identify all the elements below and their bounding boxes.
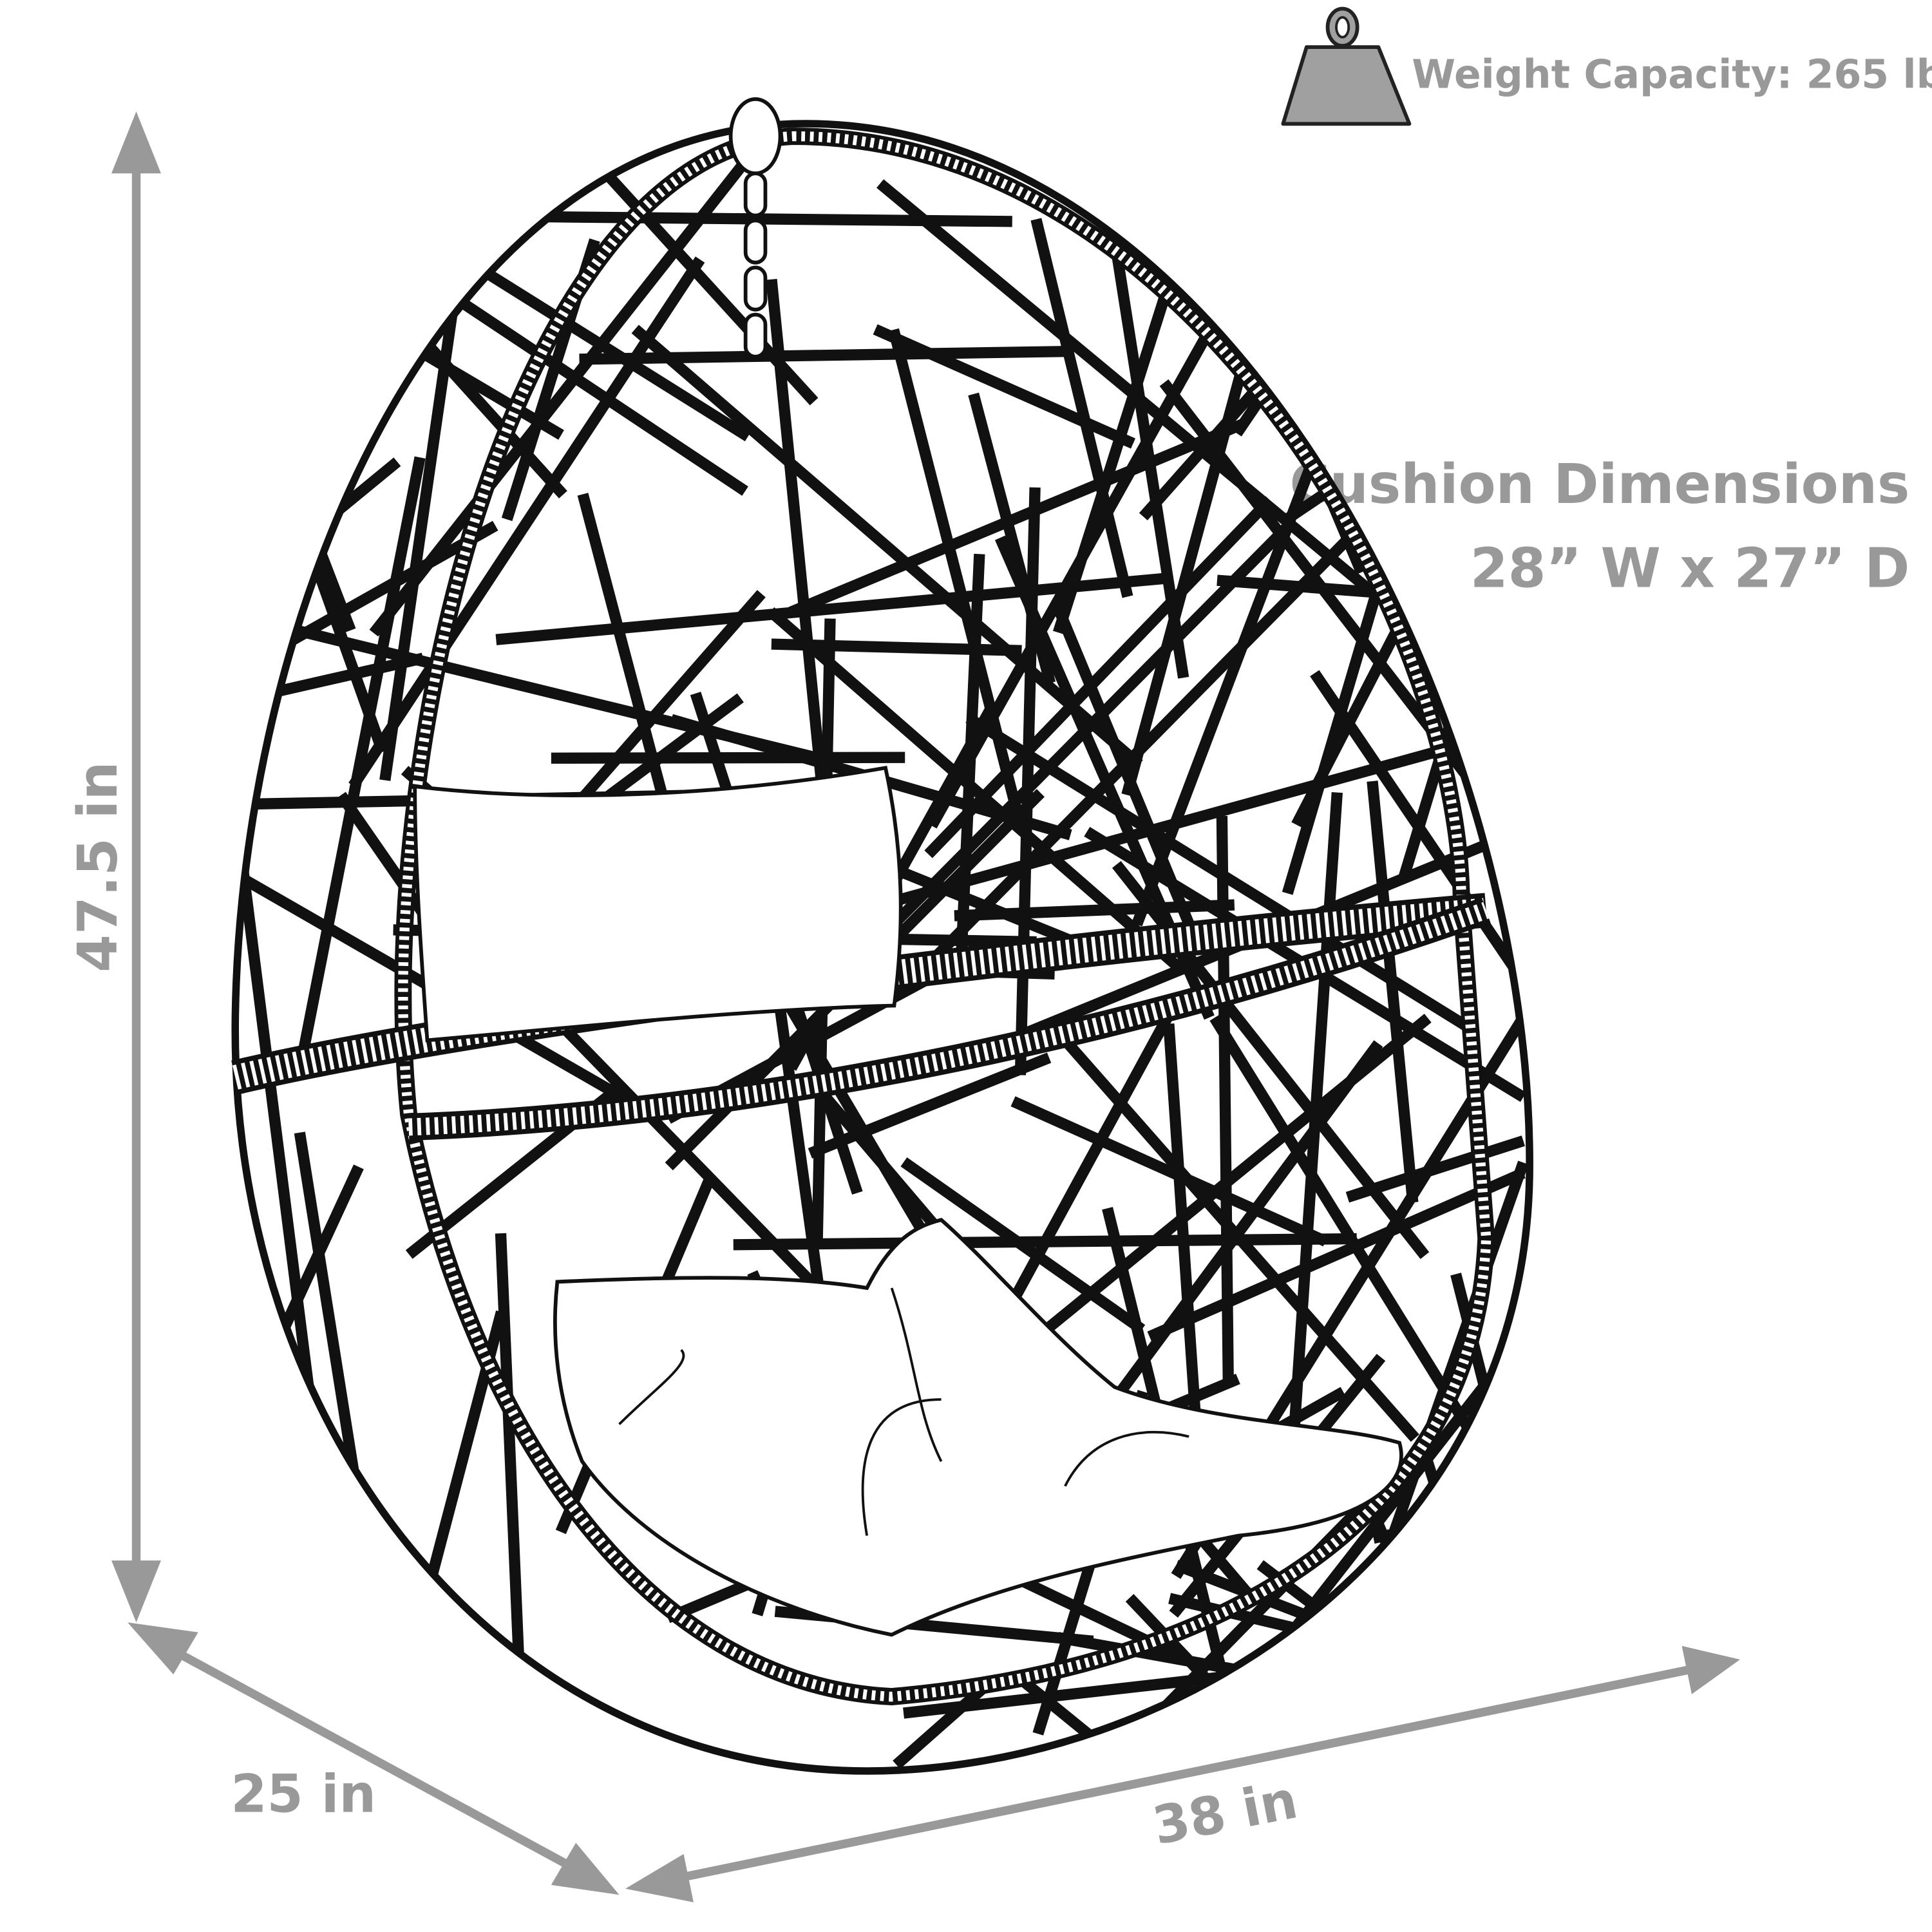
wicker-strand [579, 345, 1069, 365]
wicker-strand [236, 345, 249, 500]
wicker-strand [965, 713, 1469, 1030]
wicker-strand [1443, 1449, 1528, 1556]
wicker-strand [241, 124, 339, 138]
wicker-strand [1269, 125, 1527, 306]
wicker-strand [927, 336, 1209, 829]
wicker-strand [296, 456, 426, 1059]
depth-label: 25 in [231, 1764, 376, 1824]
depth-dimension-arrow [128, 1622, 620, 1895]
wicker-strand [1351, 127, 1405, 206]
wicker-strand [1345, 1135, 1526, 1203]
wicker-strand [1147, 1168, 1526, 1342]
width-label: 38 in [1148, 1770, 1302, 1857]
wicker-strand [1370, 1160, 1529, 1588]
wicker-strand [1043, 1017, 1419, 1442]
wicker-strand [278, 129, 309, 413]
wicker-strand [236, 344, 356, 632]
weight-icon [1281, 6, 1412, 126]
wicker-strand [733, 1233, 1357, 1251]
wicker-strand [631, 325, 1143, 769]
wicker-strand [954, 899, 1235, 922]
height-label: 47.5 in [66, 761, 129, 972]
wicker-strand [1209, 1014, 1480, 1443]
lumbar-pillow [413, 765, 903, 1043]
width-dimension-arrow [625, 1645, 1740, 1902]
wicker-strand [348, 256, 705, 789]
height-dimension-arrow [111, 111, 161, 1623]
wicker-strand [272, 619, 833, 767]
seat-cushion [553, 1218, 1403, 1637]
wicker-strand [1344, 127, 1528, 400]
wicker-strand [968, 392, 1056, 685]
wicker-strand [1014, 487, 1041, 1075]
wicker-strand [808, 1052, 1052, 1159]
cushion-dimensions-size: 28” W x 27” D [1470, 536, 1910, 600]
hanging-chain [728, 97, 782, 359]
wicker-strand [1037, 1014, 1432, 1338]
wicker-strand [788, 419, 1245, 618]
wicker-strand [240, 173, 498, 277]
wicker-strand [1466, 126, 1513, 175]
wicker-strand [1030, 218, 1133, 598]
wicker-strand [801, 743, 1451, 932]
cushion-dimensions-title: Cushion Dimensions [1290, 452, 1910, 516]
egg-chair-illustration [231, 97, 1533, 1775]
wicker-strand [1367, 781, 1419, 1203]
wicker-strand [237, 134, 567, 498]
wicker-strand [766, 607, 1188, 976]
wicker-strand [1010, 1096, 1328, 1247]
wicker-strand [1043, 124, 1237, 162]
wicker-strand [240, 211, 442, 284]
wicker-strand [876, 179, 1381, 601]
wicker-strand [379, 256, 466, 781]
wicker-strand [888, 328, 1025, 824]
wicker-strand [369, 129, 773, 637]
wicker-strand [922, 510, 1376, 971]
weight-capacity-label: Weight Capacity: 265 lbs [1412, 52, 1932, 98]
wicker-strand [495, 1233, 526, 1679]
wicker-strand [893, 1680, 991, 1769]
wicker-strand [1460, 220, 1529, 392]
wicker-strand [551, 752, 905, 764]
